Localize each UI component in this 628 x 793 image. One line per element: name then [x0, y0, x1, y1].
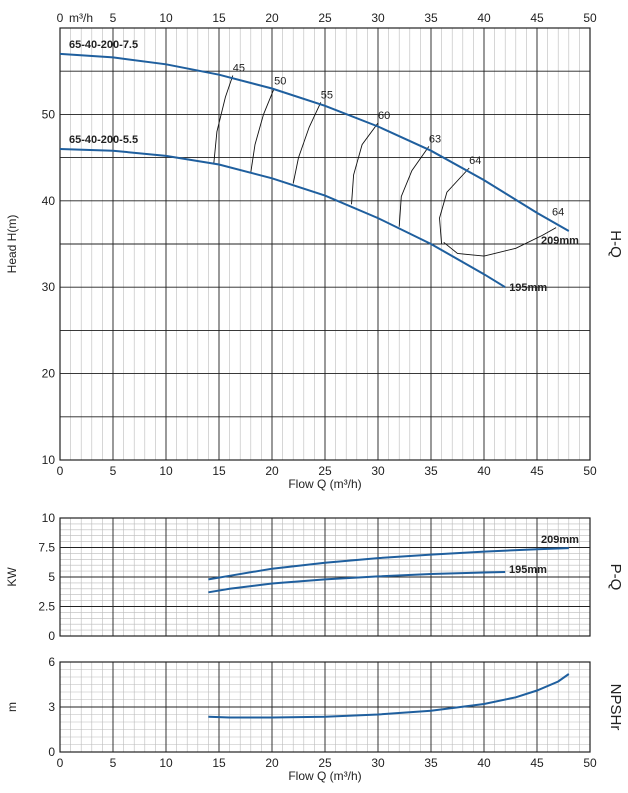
- efficiency-label: 64: [552, 207, 564, 219]
- x-tick-label: 40: [477, 756, 491, 770]
- plot-frame: [59, 27, 591, 461]
- top-x-tick-label: 30: [371, 11, 385, 25]
- y-axis-label: Head H(m): [5, 215, 19, 274]
- x-tick-label: 30: [371, 464, 385, 478]
- efficiency-curve-64: [443, 227, 557, 257]
- series-line: [59, 148, 506, 289]
- top-x-tick-label: 5: [110, 11, 117, 25]
- x-tick-label: 10: [159, 464, 173, 478]
- efficiency-label: 64: [469, 155, 481, 167]
- panel-npshr: [59, 661, 591, 753]
- series-line: [208, 571, 506, 594]
- x-tick-label: 25: [318, 464, 332, 478]
- series-name-label: 65-40-200-7.5: [69, 39, 138, 51]
- x-tick-label: 0: [57, 464, 64, 478]
- y-tick-label: 3: [48, 700, 55, 714]
- efficiency-label: 60: [378, 110, 390, 122]
- top-x-tick-label: 35: [424, 11, 438, 25]
- x-tick-label: 15: [212, 464, 226, 478]
- top-x-tick-label: 0: [57, 11, 64, 25]
- x-tick-label: 45: [530, 464, 544, 478]
- series-end-label: 209mm: [541, 534, 579, 546]
- y-tick-label: 40: [42, 194, 56, 208]
- series-end-label: 195mm: [509, 564, 547, 576]
- y-tick-label: 50: [42, 107, 56, 121]
- top-x-tick-label: 15: [212, 11, 226, 25]
- x-tick-label: 50: [583, 464, 597, 478]
- panel-p-q: [59, 517, 591, 637]
- x-axis-label: Flow Q (m³/h): [288, 477, 361, 491]
- series-line: [208, 547, 569, 581]
- x-tick-label: 5: [110, 756, 117, 770]
- top-x-tick-label: 10: [159, 11, 173, 25]
- top-x-tick-label: 50: [583, 11, 597, 25]
- efficiency-curve-45: [213, 75, 234, 165]
- series-line: [59, 52, 570, 232]
- efficiency-curve-50: [250, 88, 275, 173]
- y-tick-label: 2.5: [38, 600, 55, 614]
- y-tick-label: 20: [42, 367, 56, 381]
- series-line: [208, 673, 570, 719]
- x-axis-label: Flow Q (m³/h): [288, 769, 361, 783]
- x-tick-label: 35: [424, 756, 438, 770]
- panel-side-label: NPSHr: [607, 684, 624, 731]
- y-axis-label: KW: [5, 567, 19, 587]
- x-tick-label: 20: [265, 756, 279, 770]
- top-x-tick-label: 25: [318, 11, 332, 25]
- top-x-tick-label: 45: [530, 11, 544, 25]
- x-tick-label: 20: [265, 464, 279, 478]
- series-end-label: 209mm: [541, 235, 579, 247]
- x-tick-label: 25: [318, 756, 332, 770]
- panel-side-label: P-Q: [607, 564, 624, 591]
- y-tick-label: 7.5: [38, 541, 55, 555]
- efficiency-label: 45: [233, 63, 245, 75]
- series-name-label: 65-40-200-5.5: [69, 134, 138, 146]
- top-axis-unit: m³/h: [69, 11, 93, 25]
- x-tick-label: 50: [583, 756, 597, 770]
- efficiency-label: 63: [429, 133, 441, 145]
- plot-frame: [59, 661, 591, 753]
- y-tick-label: 10: [42, 511, 56, 525]
- top-x-tick-label: 20: [265, 11, 279, 25]
- efficiency-curve-55: [292, 102, 322, 184]
- y-axis-label: m: [5, 702, 19, 712]
- efficiency-label: 50: [274, 75, 286, 87]
- y-tick-label: 6: [48, 655, 55, 669]
- efficiency-curve-60: [351, 122, 379, 205]
- x-tick-label: 45: [530, 756, 544, 770]
- x-tick-label: 30: [371, 756, 385, 770]
- y-tick-label: 0: [48, 745, 55, 759]
- efficiency-curve-63: [398, 146, 430, 227]
- efficiency-label: 55: [321, 89, 333, 101]
- y-tick-label: 30: [42, 280, 56, 294]
- top-x-tick-label: 40: [477, 11, 491, 25]
- panel-side-label: H-Q: [607, 230, 624, 258]
- x-tick-label: 40: [477, 464, 491, 478]
- x-tick-label: 15: [212, 756, 226, 770]
- efficiency-curve-64: [439, 167, 470, 245]
- series-end-label: 195mm: [509, 282, 547, 294]
- y-tick-label: 0: [48, 629, 55, 643]
- y-tick-label: 10: [42, 453, 56, 467]
- panel-h-q: [59, 27, 591, 461]
- x-tick-label: 0: [57, 756, 64, 770]
- x-tick-label: 5: [110, 464, 117, 478]
- x-tick-label: 10: [159, 756, 173, 770]
- plot-frame: [59, 517, 591, 637]
- y-tick-label: 5: [48, 570, 55, 584]
- x-tick-label: 35: [424, 464, 438, 478]
